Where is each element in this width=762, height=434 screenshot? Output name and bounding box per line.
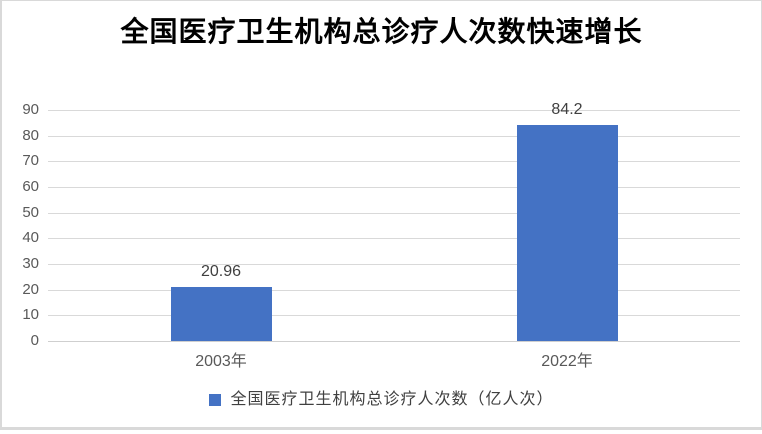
legend-series-label: 全国医疗卫生机构总诊疗人次数（亿人次） — [230, 391, 554, 408]
y-axis-tick-20: 20 — [22, 281, 39, 298]
x-axis-label-2022年: 2022年 — [541, 353, 593, 370]
y-axis-tick-90: 90 — [22, 101, 39, 118]
gridline-70 — [48, 161, 740, 162]
y-axis-tick-70: 70 — [22, 152, 39, 169]
chart-title: 全国医疗卫生机构总诊疗人次数快速增长 — [120, 16, 643, 47]
y-axis-tick-0: 0 — [30, 332, 39, 349]
y-axis-tick-50: 50 — [22, 204, 39, 221]
y-axis-tick-10: 10 — [22, 306, 39, 323]
bar-2003年 — [171, 287, 272, 341]
bar-2022年 — [517, 125, 618, 341]
y-axis-tick-30: 30 — [22, 255, 39, 272]
gridline-20 — [48, 290, 740, 291]
data-label-2022年: 84.2 — [551, 101, 583, 118]
gridline-80 — [48, 136, 740, 137]
gridline-40 — [48, 238, 740, 239]
plot-area: 20.96 84.2 — [48, 101, 740, 342]
y-axis-tick-80: 80 — [22, 127, 39, 144]
y-axis-tick-60: 60 — [22, 178, 39, 195]
gridline-50 — [48, 213, 740, 214]
gridline-90 — [48, 110, 740, 111]
legend-series-marker-icon — [209, 394, 222, 406]
y-axis-tick-40: 40 — [22, 229, 39, 246]
data-label-2003年: 20.96 — [200, 263, 242, 280]
gridline-30 — [48, 264, 740, 265]
gridline-0 — [48, 341, 740, 342]
gridline-10 — [48, 315, 740, 316]
x-axis-label-2003年: 2003年 — [195, 353, 247, 370]
chart-legend: 全国医疗卫生机构总诊疗人次数（亿人次） — [2, 390, 761, 410]
gridline-60 — [48, 187, 740, 188]
